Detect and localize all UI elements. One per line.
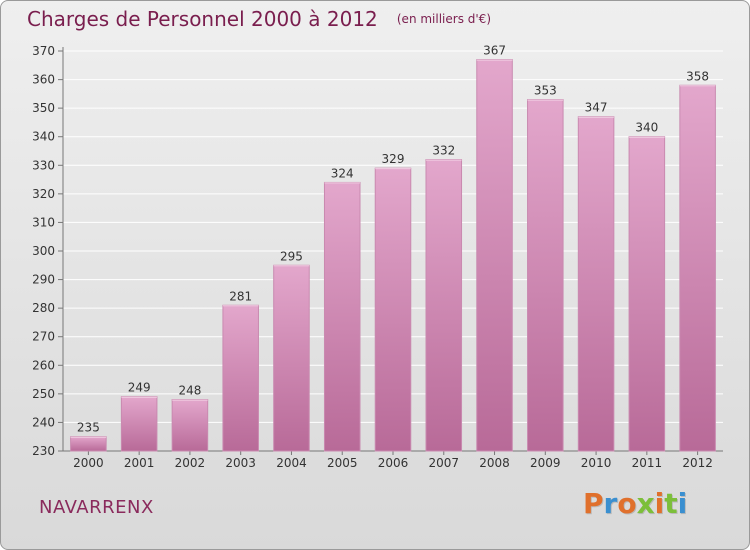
bar-2008 <box>476 59 513 452</box>
y-tick-label: 330 <box>32 158 55 172</box>
data-label: 340 <box>635 121 658 135</box>
x-tick-label: 2007 <box>428 456 459 470</box>
y-tick-label: 360 <box>32 73 55 87</box>
bar-2010 <box>577 116 615 452</box>
x-tick-label: 2003 <box>225 456 256 470</box>
data-label: 248 <box>178 384 201 398</box>
y-tick-label: 340 <box>32 130 55 144</box>
y-tick-label: 320 <box>32 187 55 201</box>
logo-letter: x <box>636 487 655 520</box>
data-label: 324 <box>331 166 354 180</box>
x-tick-label: 2009 <box>530 456 561 470</box>
data-label: 353 <box>534 84 557 98</box>
x-tick-label: 2001 <box>124 456 155 470</box>
bar-2009 <box>527 99 564 452</box>
data-label: 249 <box>128 381 151 395</box>
bar-2000 <box>70 436 107 452</box>
data-label: 358 <box>686 69 709 83</box>
y-tick-label: 370 <box>32 44 55 58</box>
x-tick-label: 2004 <box>276 456 307 470</box>
data-label: 332 <box>432 144 455 158</box>
data-label: 329 <box>382 152 405 166</box>
bar-2005 <box>323 181 361 452</box>
proxiti-logo: Proxiti <box>583 487 687 520</box>
y-tick-label: 240 <box>32 415 55 429</box>
bar-2004 <box>273 264 310 452</box>
x-tick-label: 2005 <box>327 456 358 470</box>
data-label: 281 <box>229 289 252 303</box>
x-tick-label: 2008 <box>479 456 510 470</box>
data-label: 347 <box>585 101 608 115</box>
title-row: Charges de Personnel 2000 à 2012 (en mil… <box>27 7 491 31</box>
data-label: 295 <box>280 249 303 263</box>
logo-letter: o <box>617 487 637 520</box>
y-tick-label: 310 <box>32 215 55 229</box>
y-tick-label: 280 <box>32 301 55 315</box>
bar-2001 <box>120 396 158 452</box>
bar-2002 <box>171 399 209 452</box>
chart-subtitle: (en milliers d'€) <box>396 12 491 26</box>
logo-letter: i <box>654 487 665 520</box>
chart-title: Charges de Personnel 2000 à 2012 <box>27 7 378 31</box>
logo-letter: i <box>677 487 688 520</box>
x-tick-label: 2000 <box>73 456 104 470</box>
y-tick-label: 250 <box>32 387 55 401</box>
x-tick-label: 2002 <box>175 456 206 470</box>
y-tick-label: 300 <box>32 244 55 258</box>
y-tick-label: 350 <box>32 101 55 115</box>
bar-2006 <box>374 167 412 452</box>
bars <box>70 59 716 452</box>
y-tick-label: 270 <box>32 330 55 344</box>
y-tick-label: 260 <box>32 358 55 372</box>
x-tick-label: 2011 <box>632 456 663 470</box>
data-label: 367 <box>483 44 506 58</box>
data-label: 235 <box>77 421 100 435</box>
bar-2011 <box>628 136 666 452</box>
logo-letter: t <box>664 487 678 520</box>
data-labels: 235 249 248 281 295 324 329 332 367 353 347 340 358 <box>77 44 709 435</box>
y-tick-label: 290 <box>32 273 55 287</box>
bar-2007 <box>425 159 463 452</box>
bar-2012 <box>679 84 716 452</box>
bar-2003 <box>222 304 259 452</box>
x-tick-label: 2006 <box>378 456 409 470</box>
logo-letter: r <box>603 487 618 520</box>
logo-letter: P <box>583 487 604 520</box>
y-tick-label: 230 <box>32 444 55 458</box>
city-name: NAVARRENX <box>39 497 154 518</box>
x-tick-label: 2010 <box>581 456 612 470</box>
x-tick-label: 2012 <box>682 456 713 470</box>
axes: 230 240 250 260 270 280 290 300 310 320 330 340 350 3… <box>32 44 723 470</box>
